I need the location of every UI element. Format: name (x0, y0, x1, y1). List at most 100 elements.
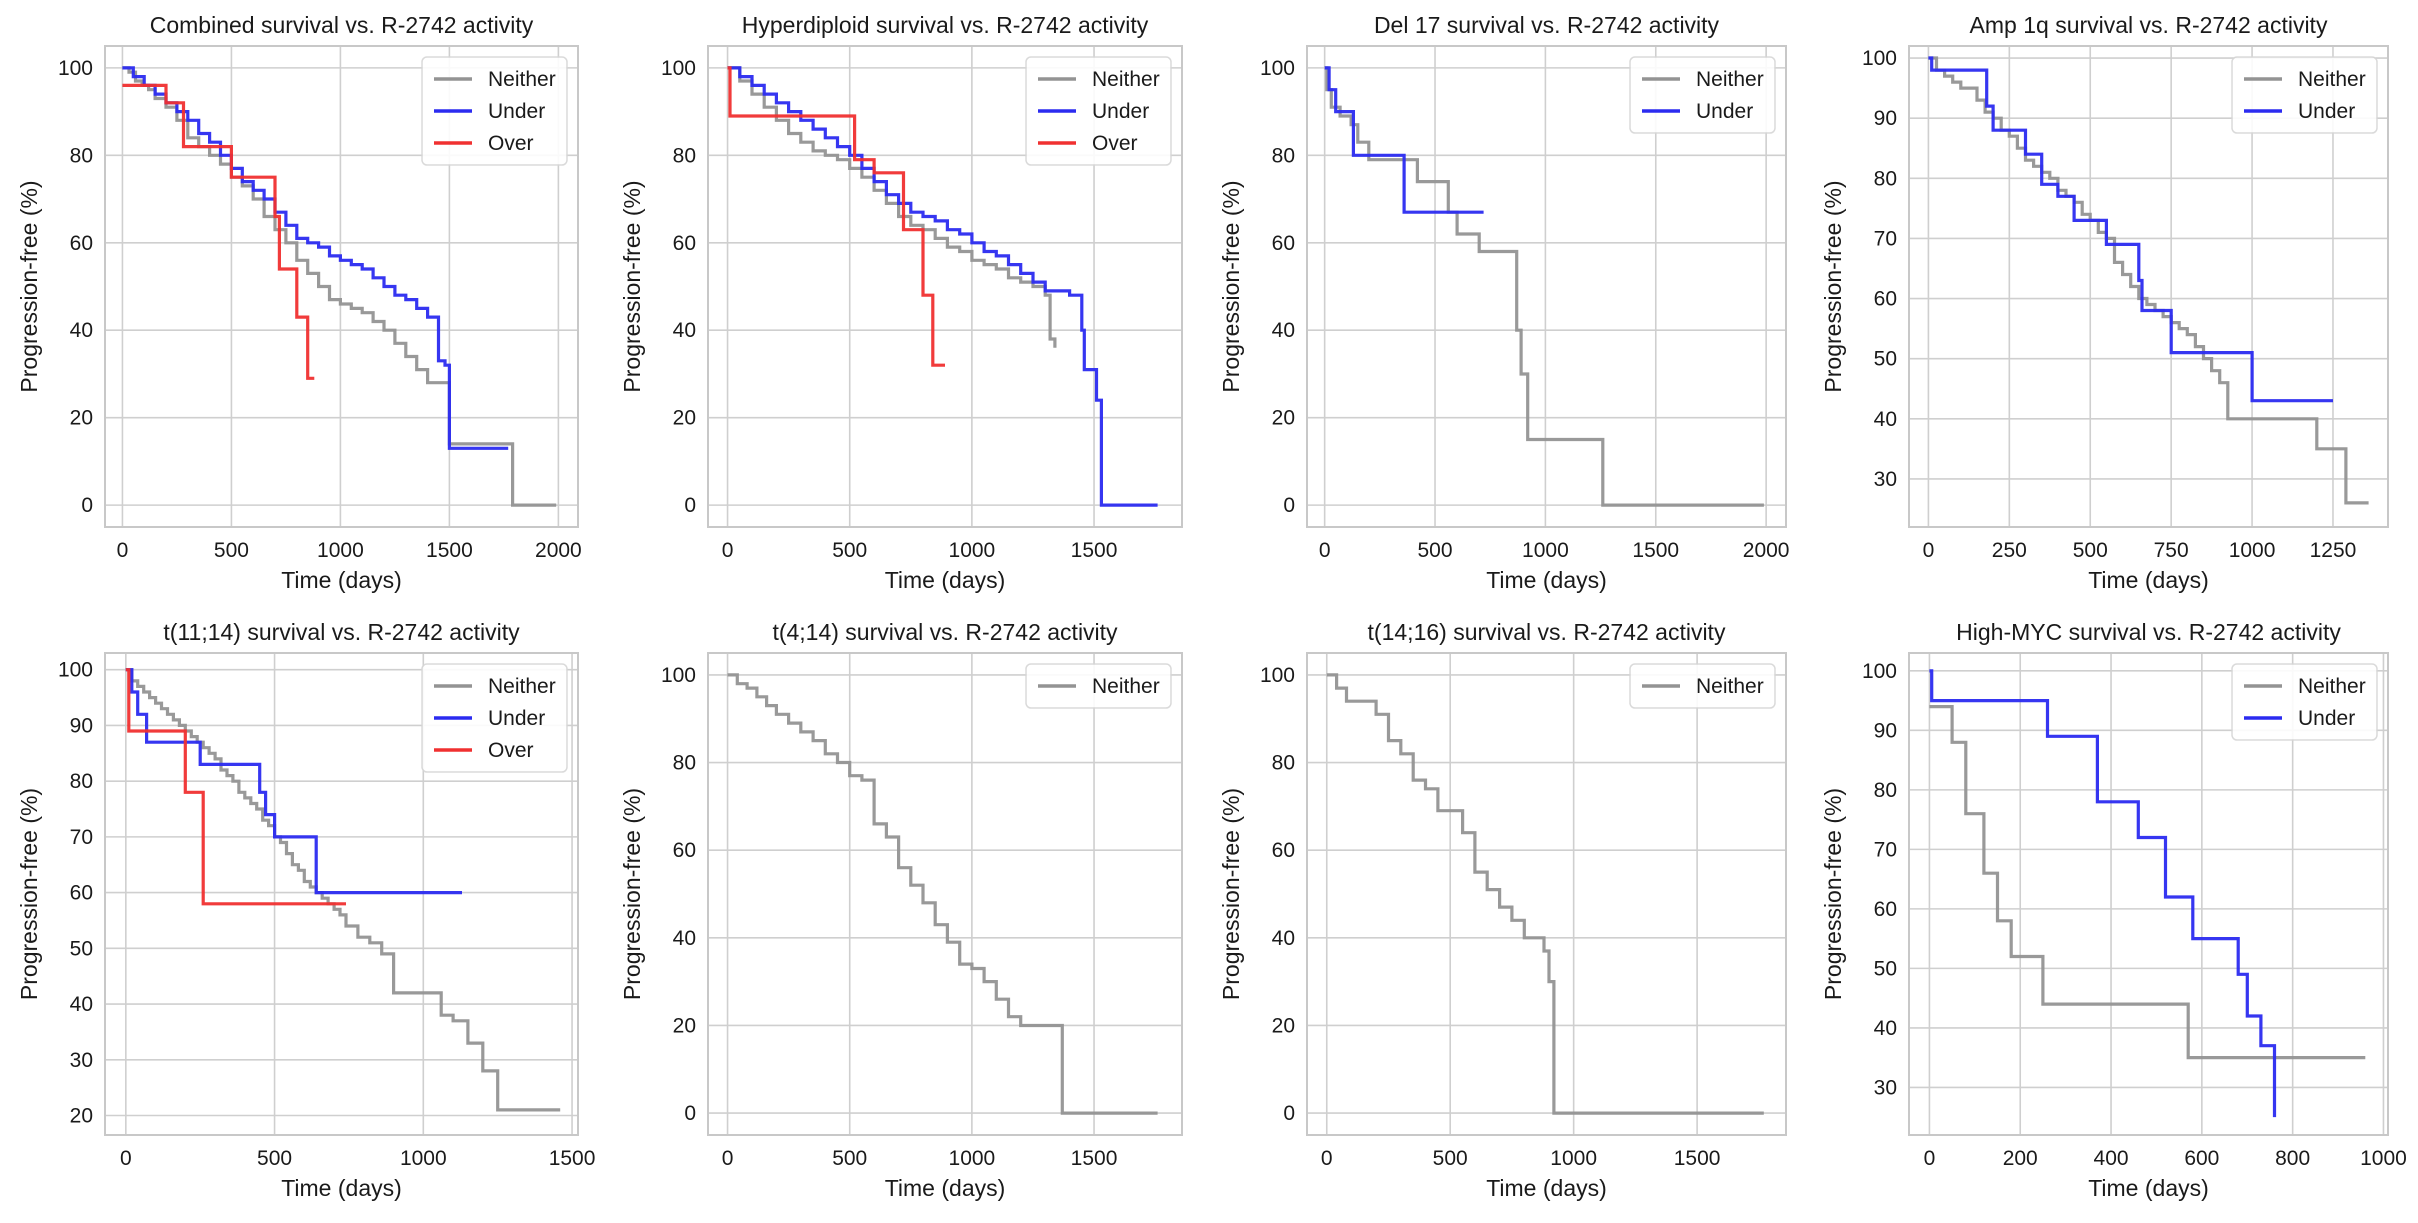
y-tick-label: 20 (70, 407, 93, 430)
legend: Neither Under Over (421, 56, 568, 166)
series-line-neither (125, 668, 561, 1112)
y-tick-label: 20 (1272, 407, 1295, 430)
y-tick-label: 80 (1874, 779, 1897, 802)
legend-box (2231, 663, 2378, 741)
x-tick-label: 0 (1319, 539, 1331, 562)
legend-box (421, 663, 568, 773)
y-tick-label: 60 (1874, 288, 1897, 311)
y-tick-label: 70 (1874, 838, 1897, 861)
y-tick-label: 60 (1874, 898, 1897, 921)
y-tick-label: 0 (684, 1102, 696, 1125)
legend-label: Under (488, 707, 545, 730)
series-line-under (1929, 669, 2277, 1118)
series-line-over (125, 668, 346, 906)
series-line-neither (1928, 56, 2369, 505)
y-tick-label: 40 (1272, 319, 1295, 342)
y-axis-label: Progression-free (%) (16, 180, 42, 392)
x-tick-label: 2000 (1743, 539, 1790, 562)
x-tick-label: 500 (257, 1147, 292, 1170)
y-tick-label: 100 (58, 57, 93, 80)
series-line-over (122, 83, 315, 380)
x-tick-label: 500 (1418, 539, 1453, 562)
y-tick-label: 100 (1862, 47, 1897, 70)
legend-box (1025, 663, 1172, 709)
plot-frame (104, 652, 579, 1136)
legend: Neither Under Over (421, 663, 568, 773)
y-tick-label: 0 (81, 494, 93, 517)
legend-label: Neither (1092, 68, 1160, 91)
y-tick-label: 40 (673, 927, 696, 950)
y-tick-label: 100 (661, 664, 696, 687)
y-axis-label: Progression-free (%) (1218, 788, 1244, 1000)
x-tick-label: 750 (2154, 539, 2189, 562)
y-tick-label: 80 (1272, 752, 1295, 775)
x-tick-label: 0 (1923, 539, 1935, 562)
x-tick-label: 250 (1992, 539, 2027, 562)
y-tick-label: 40 (1874, 408, 1897, 431)
x-tick-label: 500 (2073, 539, 2108, 562)
x-tick-label: 1500 (1071, 1147, 1118, 1170)
x-tick-label: 1000 (400, 1147, 447, 1170)
x-tick-label: 1500 (426, 539, 473, 562)
y-tick-label: 100 (661, 57, 696, 80)
y-tick-label: 50 (1874, 348, 1897, 371)
plot-frame (1306, 652, 1787, 1136)
chart-title: t(4;14) survival vs. R-2742 activity (772, 619, 1118, 645)
chart-title: Del 17 survival vs. R-2742 activity (1374, 12, 1720, 38)
plot-frame (707, 652, 1183, 1136)
x-axis-label: Time (days) (885, 1175, 1006, 1201)
legend-label: Neither (1092, 675, 1160, 698)
legend: Neither (1025, 663, 1172, 709)
y-tick-label: 0 (1283, 494, 1295, 517)
y-tick-label: 30 (1874, 1076, 1897, 1099)
legend: Neither Under (2231, 56, 2378, 134)
legend-label: Under (2298, 100, 2355, 123)
x-axis-label: Time (days) (885, 567, 1006, 593)
subplot-7: 0 500 1000 1500 0 20 40 60 80 100 Time (days) Progr… (1218, 619, 1787, 1201)
legend-label: Under (1696, 100, 1753, 123)
legend: Neither (1629, 663, 1776, 709)
x-tick-label: 200 (2003, 1147, 2038, 1170)
series-line-under (1928, 56, 2333, 403)
legend: Neither Under (2231, 663, 2378, 741)
y-tick-label: 90 (1874, 107, 1897, 130)
y-tick-label: 100 (1862, 660, 1897, 683)
chart-title: High-MYC survival vs. R-2742 activity (1956, 619, 2341, 645)
legend-label: Over (488, 132, 534, 155)
x-tick-label: 500 (832, 1147, 867, 1170)
x-axis-label: Time (days) (281, 567, 402, 593)
chart-title: t(11;14) survival vs. R-2742 activity (163, 619, 520, 645)
x-tick-label: 1500 (1071, 539, 1118, 562)
x-axis-label: Time (days) (281, 1175, 402, 1201)
plot-frame (1908, 45, 2389, 528)
series-line-under (1324, 66, 1484, 214)
y-axis-label: Progression-free (%) (619, 788, 645, 1000)
x-axis-label: Time (days) (1486, 1175, 1607, 1201)
legend-label: Under (1092, 100, 1149, 123)
y-tick-label: 80 (70, 144, 93, 167)
x-tick-label: 1500 (1674, 1147, 1721, 1170)
series-line-neither (1929, 705, 2366, 1060)
plot-frame (104, 45, 579, 528)
legend: Neither Under (1629, 56, 1776, 134)
legend-label: Under (2298, 707, 2355, 730)
x-axis-label: Time (days) (2088, 567, 2209, 593)
x-tick-label: 0 (1321, 1147, 1333, 1170)
y-axis-label: Progression-free (%) (619, 180, 645, 392)
chart-title: Hyperdiploid survival vs. R-2742 activit… (742, 12, 1149, 38)
subplot-8: 0 200 400 600 800 1000 30 40 50 60 70 80 90 100 Time (… (1820, 619, 2407, 1201)
x-tick-label: 1500 (1632, 539, 1679, 562)
y-axis-label: Progression-free (%) (1218, 180, 1244, 392)
series-line-under (727, 66, 1158, 507)
y-tick-label: 40 (70, 319, 93, 342)
series-line-neither (727, 66, 1057, 348)
x-axis-label: Time (days) (2088, 1175, 2209, 1201)
x-tick-label: 1250 (2310, 539, 2357, 562)
subplot-4: 0 250 500 750 1000 1250 30 40 50 60 70 80 90 100 Time … (1820, 12, 2389, 593)
y-tick-label: 80 (70, 770, 93, 793)
y-axis-label: Progression-free (%) (1820, 788, 1846, 1000)
y-tick-label: 80 (1272, 144, 1295, 167)
plot-area (1307, 653, 1786, 1135)
